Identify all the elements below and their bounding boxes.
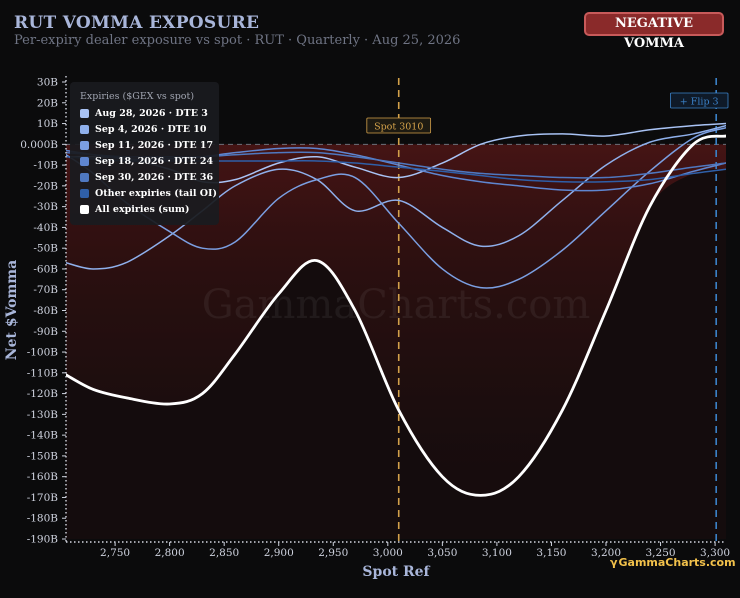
brand-logo: γGammaCharts.com bbox=[610, 556, 736, 569]
legend-swatch bbox=[80, 140, 89, 150]
legend-item-1: Sep 4, 2026 · DTE 10 bbox=[80, 121, 219, 137]
legend-label: Sep 18, 2026 · DTE 24 bbox=[95, 155, 214, 167]
y-tick-label-13: -100B bbox=[27, 347, 59, 359]
annotations: Spot 3010 + Flip 3 bbox=[366, 78, 729, 542]
y-tick-label-2: 10B bbox=[37, 118, 58, 130]
legend-label: All expiries (sum) bbox=[95, 203, 190, 215]
y-tick-label-5: -20B bbox=[33, 180, 58, 192]
x-tick-label-3: 2,900 bbox=[264, 547, 294, 559]
legend-swatch bbox=[80, 124, 89, 134]
legend-item-4: Sep 30, 2026 · DTE 36 bbox=[80, 169, 219, 185]
legend-label: Sep 11, 2026 · DTE 17 bbox=[95, 139, 214, 151]
axes: 30B 20B 10B 0.000B -10B -20B -30B -40B -50B -60B -… bbox=[4, 76, 730, 580]
y-tick-label-9: -60B bbox=[33, 263, 58, 275]
x-tick-label-10: 3,250 bbox=[646, 547, 676, 559]
legend-swatch bbox=[80, 156, 89, 166]
legend-item-2: Sep 11, 2026 · DTE 17 bbox=[80, 137, 219, 153]
x-tick-label-5: 3,000 bbox=[373, 547, 403, 559]
legend-label: Other expiries (tail OI) bbox=[95, 187, 217, 199]
x-tick-label-2: 2,850 bbox=[209, 547, 239, 559]
legend-item-6: All expiries (sum) bbox=[80, 201, 219, 217]
watermark: GammaCharts.com bbox=[202, 282, 591, 328]
y-tick-label-21: -180B bbox=[27, 513, 59, 525]
spot-label-box bbox=[366, 117, 432, 134]
x-axis-label: Spot Ref bbox=[362, 564, 430, 580]
legend-label: Sep 4, 2026 · DTE 10 bbox=[95, 123, 207, 135]
legend-swatch bbox=[80, 204, 89, 214]
x-tick-label-1: 2,800 bbox=[155, 547, 185, 559]
y-tick-label-18: -150B bbox=[27, 450, 59, 462]
y-tick-label-12: -90B bbox=[33, 326, 58, 338]
x-tick-label-11: 3,300 bbox=[700, 547, 730, 559]
flip-label-box bbox=[670, 92, 729, 109]
spot-label: Spot 3010 bbox=[374, 122, 423, 133]
y-tick-label-22: -190B bbox=[27, 534, 59, 546]
legend-item-5: Other expiries (tail OI) bbox=[80, 185, 219, 201]
legend-swatch bbox=[80, 108, 89, 118]
y-tick-label-8: -50B bbox=[33, 243, 58, 255]
chart-title: RUT VOMMA EXPOSURE bbox=[14, 13, 260, 33]
negative-area-fill bbox=[66, 144, 726, 539]
y-tick-label-1: 20B bbox=[37, 97, 58, 109]
chart-subtitle: Per-expiry dealer exposure vs spot · RUT… bbox=[14, 33, 461, 48]
y-axis-label: Net $Vomma bbox=[4, 260, 20, 360]
x-tick-label-0: 2,750 bbox=[100, 547, 130, 559]
series-line-6 bbox=[66, 134, 726, 497]
legend-swatch bbox=[80, 172, 89, 182]
y-tick-label-14: -110B bbox=[27, 367, 59, 379]
x-tick-label-9: 3,200 bbox=[591, 547, 621, 559]
legend-item-0: Aug 28, 2026 · DTE 3 bbox=[80, 105, 219, 121]
y-tick-label-17: -140B bbox=[27, 430, 59, 442]
negative-fill-area bbox=[66, 144, 726, 496]
y-tick-label-15: -120B bbox=[27, 388, 59, 400]
brand-mark: γ bbox=[610, 556, 618, 569]
legend-item-3: Sep 18, 2026 · DTE 24 bbox=[80, 153, 219, 169]
y-tick-label-3: 0.000B bbox=[20, 139, 58, 151]
y-tick-label-7: -40B bbox=[33, 222, 58, 234]
y-tick-label-19: -160B bbox=[27, 471, 59, 483]
y-tick-label-16: -130B bbox=[27, 409, 59, 421]
flip-label: + Flip 3 bbox=[680, 97, 719, 108]
legend: Expiries ($GEX vs spot) Aug 28, 2026 · D… bbox=[70, 82, 219, 225]
x-tick-label-6: 3,050 bbox=[427, 547, 457, 559]
y-tick-label-4: -10B bbox=[33, 160, 58, 172]
y-tick-label-11: -80B bbox=[33, 305, 58, 317]
brand-text: GammaCharts.com bbox=[618, 556, 736, 569]
y-tick-label-0: 30B bbox=[37, 77, 58, 89]
y-tick-label-20: -170B bbox=[27, 492, 59, 504]
legend-label: Aug 28, 2026 · DTE 3 bbox=[95, 107, 208, 119]
legend-swatch bbox=[80, 188, 89, 198]
y-tick-label-10: -70B bbox=[33, 284, 58, 296]
series-line-2 bbox=[66, 126, 726, 289]
legend-label: Sep 30, 2026 · DTE 36 bbox=[95, 171, 214, 183]
legend-title: Expiries ($GEX vs spot) bbox=[80, 91, 195, 102]
x-tick-label-4: 2,950 bbox=[318, 547, 348, 559]
negative-vomma-badge: NEGATIVE VOMMA bbox=[584, 12, 724, 51]
y-tick-label-6: -30B bbox=[33, 201, 58, 213]
x-tick-label-8: 3,150 bbox=[536, 547, 566, 559]
x-tick-label-7: 3,100 bbox=[482, 547, 512, 559]
series-line-1 bbox=[66, 124, 726, 270]
